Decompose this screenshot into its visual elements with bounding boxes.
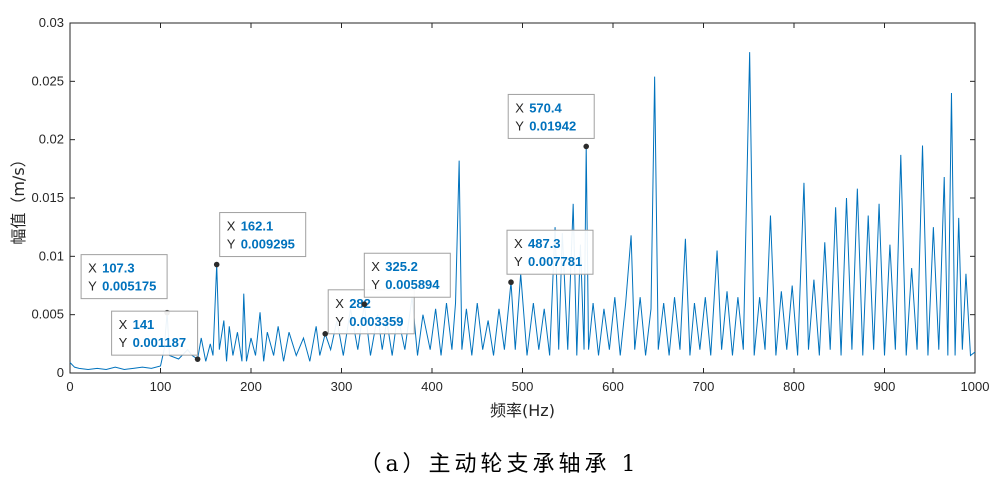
x-tick-label: 700 [693,379,715,394]
datatip-x-key: X [371,259,380,274]
datatip-box[interactable] [111,310,199,356]
datatip-x-value: 325.2 [385,259,418,274]
datatip-x-key: X [119,317,128,332]
y-tick-label: 0 [57,365,64,380]
datatip-y-value: 0.005175 [102,279,156,294]
datatip-x-value: 141 [133,317,155,332]
chart: 0 100 200 300 400 500 600 700 800 900 1000 0 0.005 0.… [9,15,990,420]
x-tick-label: 600 [602,379,624,394]
datatip-box[interactable] [506,229,594,275]
datatip-x-value: 570.4 [529,100,562,115]
datatip-y-value: 0.005894 [385,277,440,292]
datatip-y-key: Y [514,254,523,269]
datatip-x-key: X [227,219,236,234]
figure-caption: （a）主动轮支承轴承 1 [359,452,640,477]
x-tick-label: 0 [66,379,73,394]
y-tick-label: 0.01 [39,248,64,263]
datatip-marker[interactable] [583,143,590,150]
datatip-y-value: 0.003359 [349,314,403,329]
y-axis-title: 幅值（m/s） [9,151,28,244]
datatip-marker[interactable] [194,356,201,362]
datatip-y-value: 0.01942 [529,118,576,133]
x-tick-label: 400 [421,379,443,394]
datatip-y-key: Y [335,314,344,329]
datatip-box[interactable] [80,254,168,300]
x-axis-title: 频率(Hz) [490,401,555,420]
y-tick-label: 0.03 [39,15,64,30]
datatip-y-key: Y [119,335,128,350]
x-tick-label: 100 [150,379,172,394]
datatip-x-key: X [335,296,344,311]
datatip-x-key: X [88,261,97,276]
datatip-x-value: 487.3 [528,236,561,251]
x-tick-label: 200 [240,379,262,394]
datatip-x-key: X [514,236,523,251]
datatip-x-value: 282 [349,296,371,311]
y-tick-label: 0.015 [31,190,64,205]
datatip-x-value: 107.3 [102,261,135,276]
datatip-y-value: 0.001187 [133,335,187,350]
datatip-marker[interactable] [322,331,329,337]
datatip-marker[interactable] [361,301,368,308]
x-tick-label: 500 [512,379,534,394]
datatip-x-key: X [515,100,524,115]
datatip-box[interactable] [363,252,451,298]
datatip-y-key: Y [371,277,380,292]
x-tick-label: 900 [874,379,896,394]
plot-area-box [69,22,976,374]
datatip-y-value: 0.009295 [241,237,295,252]
datatip-marker[interactable] [213,261,220,268]
y-tick-label: 0.02 [39,132,64,147]
datatip-marker[interactable] [508,279,514,286]
y-tick-label: 0.005 [31,307,64,322]
datatip-y-key: Y [227,237,236,252]
datatip-y-key: Y [88,279,97,294]
datatip-box[interactable] [219,212,307,258]
datatip-box[interactable] [507,93,595,139]
datatip-y-key: Y [515,118,524,133]
datatip-x-value: 162.1 [241,219,274,234]
x-tick-label: 800 [783,379,805,394]
spectrum-line [69,52,976,371]
x-tick-label: 300 [331,379,353,394]
y-tick-label: 0.025 [31,73,64,88]
x-tick-label: 1000 [961,379,990,394]
datatip-y-value: 0.007781 [528,254,582,269]
